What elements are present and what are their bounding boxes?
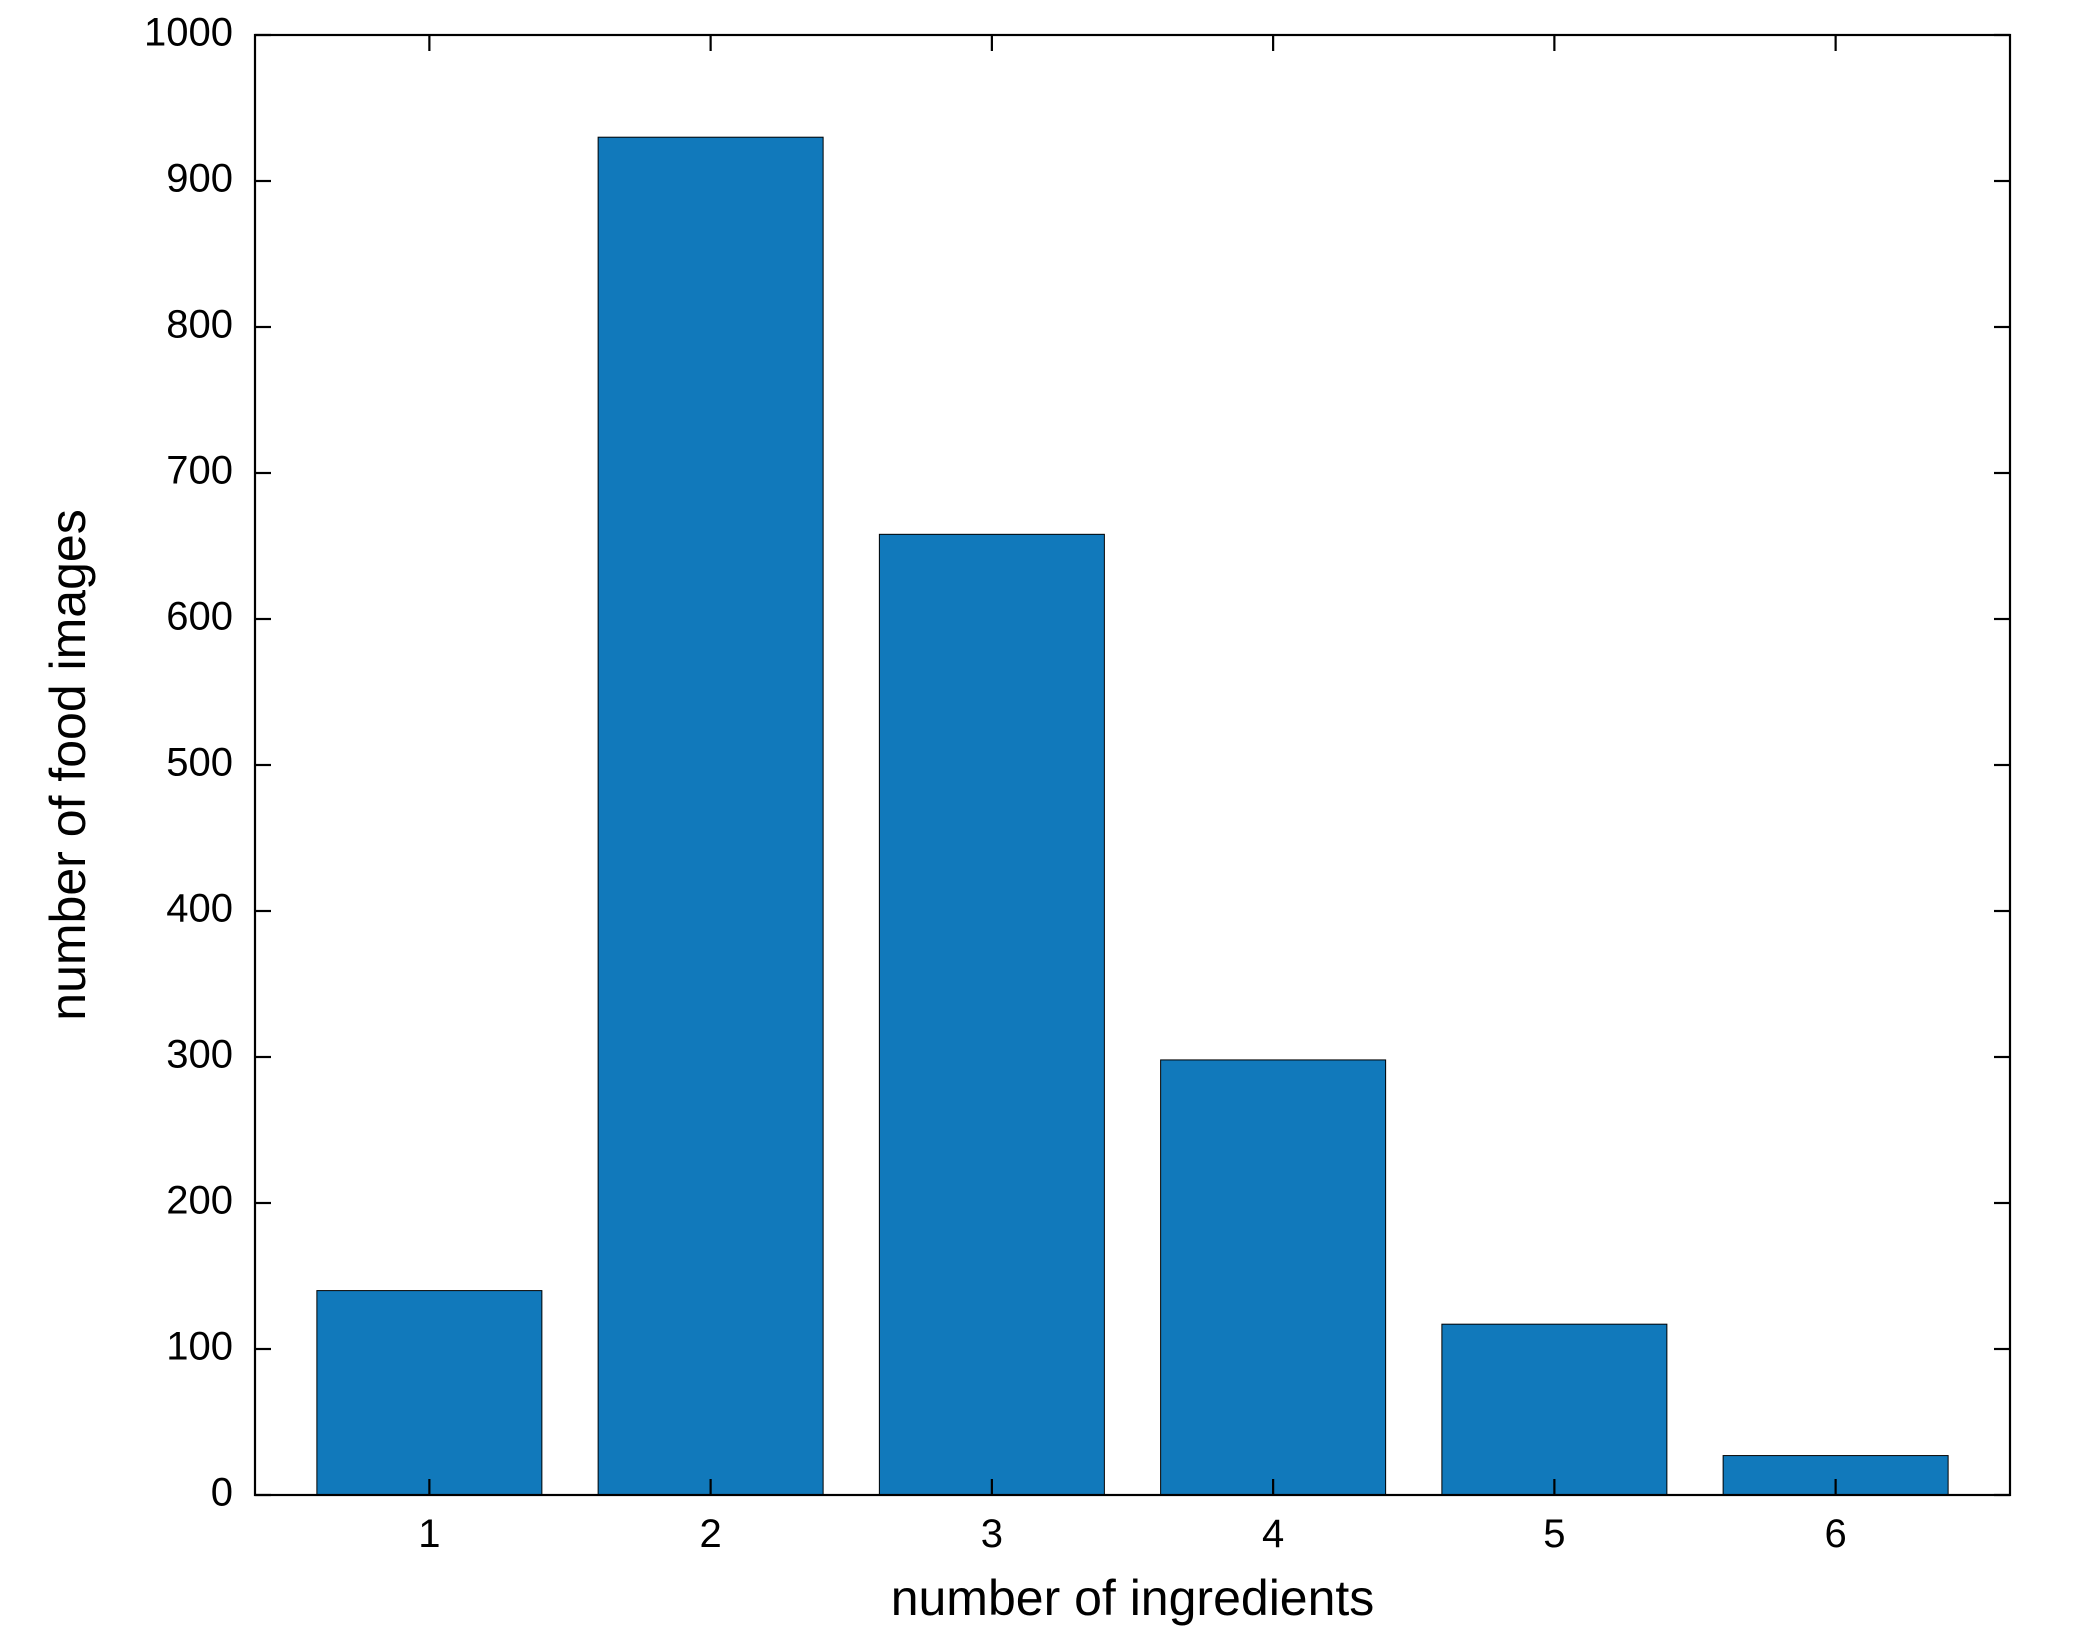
ytick-label: 900: [166, 157, 233, 201]
ytick-label: 0: [211, 1471, 233, 1515]
ytick-label: 800: [166, 303, 233, 347]
bar-2: [598, 137, 823, 1495]
bar-4: [1161, 1060, 1386, 1495]
ytick-label: 700: [166, 449, 233, 493]
xtick-label: 4: [1262, 1512, 1284, 1556]
bar-chart-container: 0 100 200 300 400 500 600 700 800 900 1000 1 2 3 4 5 6 nu…: [0, 0, 2073, 1650]
ytick-label: 400: [166, 887, 233, 931]
ytick-label: 500: [166, 741, 233, 785]
ytick-label: 1000: [144, 11, 233, 55]
xtick-label: 2: [700, 1512, 722, 1556]
y-axis-label: number of food images: [40, 509, 96, 1020]
xtick-label: 5: [1543, 1512, 1565, 1556]
bar-chart-svg: 0 100 200 300 400 500 600 700 800 900 1000 1 2 3 4 5 6 nu…: [0, 0, 2073, 1650]
bar-3: [879, 534, 1104, 1495]
xtick-label: 1: [418, 1512, 440, 1556]
bar-5: [1442, 1324, 1667, 1495]
xtick-label: 6: [1825, 1512, 1847, 1556]
x-axis-label: number of ingredients: [891, 1570, 1375, 1626]
ytick-label: 100: [166, 1325, 233, 1369]
xtick-label: 3: [981, 1512, 1003, 1556]
ytick-label: 600: [166, 595, 233, 639]
ytick-label: 200: [166, 1179, 233, 1223]
bar-1: [317, 1291, 542, 1495]
plot-area: [255, 35, 2010, 1495]
ytick-label: 300: [166, 1033, 233, 1077]
